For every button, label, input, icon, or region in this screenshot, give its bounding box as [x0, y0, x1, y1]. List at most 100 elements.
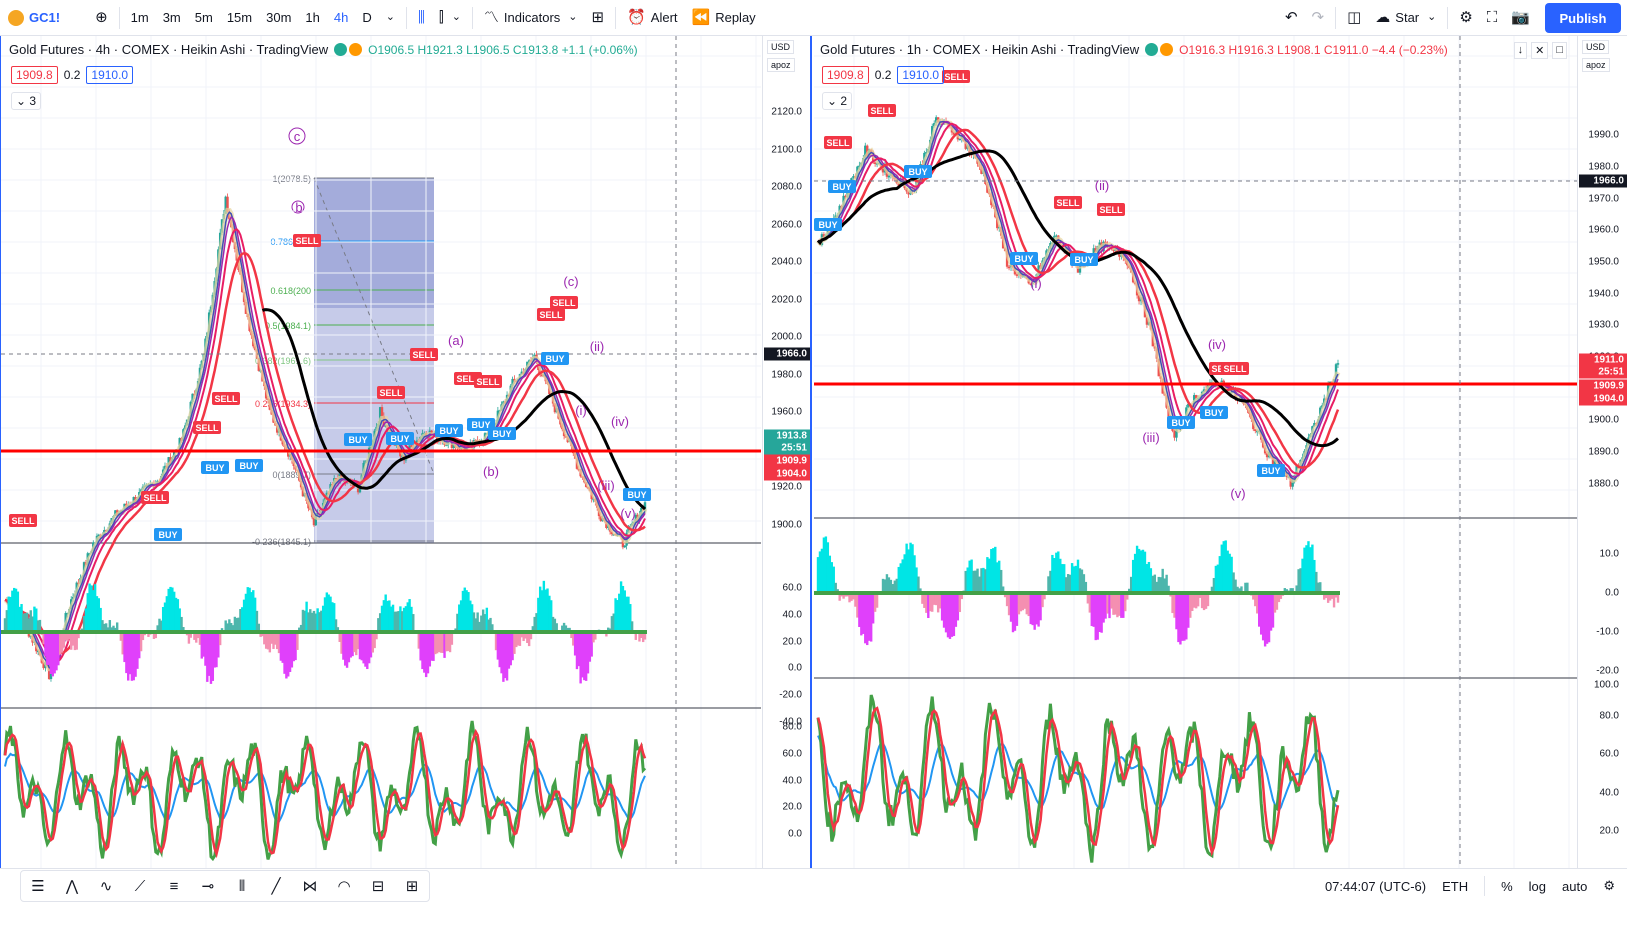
scale-button[interactable]: apoz	[1582, 58, 1610, 72]
left-indicators-toggle[interactable]: ⌄ 3	[11, 92, 42, 110]
bid-box[interactable]: 1909.8	[11, 66, 58, 84]
right-price-axis[interactable]: USD apoz 1990.0 1980.0 1970.0 1960.0 1950.0 1…	[1577, 36, 1627, 875]
left-chart-pane[interactable]: Gold Futures · 4h · COMEX · Heikin Ashi …	[0, 36, 812, 899]
interval-1m[interactable]: 1m	[130, 10, 149, 25]
compare-add-button[interactable]: ⊕	[88, 0, 115, 36]
price-crosshair-tag: 1966.0	[1579, 174, 1627, 188]
elliott-wave-icon[interactable]: ∿	[99, 878, 113, 895]
histogram-bar	[566, 627, 569, 632]
interval-3m[interactable]: 3m	[162, 10, 181, 25]
symbol-search[interactable]: GC1!	[0, 9, 60, 26]
horizontal-ray-icon[interactable]: ⊸	[201, 878, 215, 895]
left-chart-canvas[interactable]: 1(2078.5)0.786(2030.618(2000.5(1984.1)0.…	[1, 36, 761, 875]
histogram-bar	[1324, 593, 1328, 599]
histogram-bar	[472, 612, 476, 632]
price-tick: 1960.0	[1588, 224, 1619, 236]
histogram-bar	[272, 632, 275, 649]
histogram-bar	[213, 632, 216, 668]
close-pane-button[interactable]: ✕	[1531, 42, 1549, 59]
histogram-bar	[331, 602, 334, 632]
histogram-bar	[288, 632, 292, 673]
histogram-bar	[1090, 593, 1093, 627]
log-toggle[interactable]: log	[1528, 878, 1547, 894]
ask-box[interactable]: 1910.0	[897, 66, 945, 84]
signal-badge	[377, 386, 405, 399]
chart-type-button[interactable]: ⫼	[411, 0, 432, 36]
interval-5m[interactable]: 5m	[194, 10, 213, 25]
chart-settings-gear[interactable]: ⚙	[1603, 878, 1615, 894]
ask-box[interactable]: 1910.0	[86, 66, 134, 84]
currency-button[interactable]: USD	[1582, 40, 1610, 54]
sell-signal: SELL	[474, 375, 502, 388]
interval-15m[interactable]: 15m	[226, 10, 253, 25]
maximize-pane-button[interactable]: □	[1552, 42, 1567, 59]
moving-average-line	[4, 252, 646, 654]
histogram-bar	[885, 574, 889, 593]
interval-d[interactable]: D	[362, 10, 372, 25]
histogram-bar	[340, 632, 343, 654]
price-tick: 1890.0	[1588, 446, 1619, 458]
drawing-toolbar: ☰ ⋀ ∿ ⟋ ≡ ⊸ ⫴ ╱ ⋈ ◠ ⊟ ⊞	[20, 870, 430, 902]
layout-select-button[interactable]: ◫	[1340, 0, 1368, 36]
buy-signal: BUY	[435, 424, 463, 437]
candle-body	[986, 184, 989, 193]
histogram-bar	[818, 551, 822, 593]
trend-line-icon[interactable]: ⟋	[134, 877, 146, 895]
fullscreen-button[interactable]: ⛶	[1480, 0, 1505, 36]
parallel-channel-icon[interactable]: ≡	[169, 877, 179, 895]
interval-dropdown[interactable]: ⌄	[379, 0, 402, 36]
bid-box[interactable]: 1909.8	[822, 66, 869, 84]
gear-icon: ⚙	[1603, 878, 1615, 893]
undo-button[interactable]: ↶	[1278, 0, 1305, 36]
histogram-bar	[358, 632, 362, 660]
histogram-bar	[605, 632, 608, 637]
session-toggle[interactable]: ETH	[1442, 878, 1469, 894]
histogram-bar	[561, 625, 564, 632]
histogram-bar	[294, 632, 297, 661]
auto-toggle[interactable]: auto	[1562, 878, 1588, 894]
histogram-bar	[274, 632, 277, 645]
clock-timezone[interactable]: 07:44:07 (UTC-6)	[1324, 878, 1427, 894]
candle-body	[191, 393, 194, 402]
histogram-bar	[1011, 593, 1015, 633]
arc-icon[interactable]: ◠	[337, 878, 351, 895]
rewind-icon: ⏪	[691, 9, 711, 26]
histogram-bar	[588, 632, 592, 662]
redo-button[interactable]: ↷	[1305, 0, 1332, 36]
histogram-bar	[1317, 582, 1320, 593]
histogram-bar	[347, 632, 351, 663]
alert-button[interactable]: ⏰ Alert	[620, 0, 684, 36]
interval-1h[interactable]: 1h	[305, 10, 320, 25]
indicators-button[interactable]: 〽 Indicators ⌄	[477, 0, 585, 36]
right-chart-pane[interactable]: Gold Futures · 1h · COMEX · Heikin Ashi …	[814, 36, 1627, 899]
right-indicators-toggle[interactable]: ⌄ 2	[822, 92, 853, 110]
menu-lines-icon[interactable]: ☰	[31, 878, 45, 895]
scale-button[interactable]: apoz	[767, 58, 795, 72]
histogram-bar	[583, 632, 586, 681]
projection-icon[interactable]: ⊞	[405, 878, 419, 895]
fib-retracement-icon[interactable]: ⫴	[238, 877, 246, 895]
interval-30m[interactable]: 30m	[266, 10, 292, 25]
long-position-icon[interactable]: ⊟	[371, 878, 385, 895]
scroll-down-button[interactable]: ↓	[1513, 42, 1528, 59]
right-chart-canvas[interactable]: SELLSELLSELLSELLSELLSELLSELLBUYBUYBUYBUY…	[814, 36, 1577, 875]
candle-body	[1187, 403, 1190, 408]
ray-icon[interactable]: ╱	[271, 878, 281, 895]
publish-button[interactable]: Publish	[1545, 3, 1621, 33]
save-layout-button[interactable]: ☁ Star ⌄	[1368, 0, 1443, 36]
templates-button[interactable]: ⊞	[585, 0, 612, 36]
replay-button[interactable]: ⏪ Replay	[685, 0, 763, 36]
chart-type-heikin-button[interactable]: ⫿ ⌄	[432, 0, 468, 36]
histogram-bar	[623, 590, 626, 632]
zigzag-icon[interactable]: ⋀	[65, 878, 79, 895]
percent-toggle[interactable]: %	[1501, 878, 1513, 894]
histogram-bar	[893, 580, 897, 593]
bottom-toolbar: ☰ ⋀ ∿ ⟋ ≡ ⊸ ⫴ ╱ ⋈ ◠ ⊟ ⊞ 07:44:07 (UTC-6)…	[0, 868, 1627, 903]
interval-4h[interactable]: 4h	[333, 10, 349, 25]
pattern-icon[interactable]: ⋈	[302, 878, 318, 895]
histogram-bar	[1063, 564, 1066, 593]
settings-button[interactable]: ⚙	[1452, 0, 1479, 36]
currency-button[interactable]: USD	[767, 40, 795, 54]
snapshot-button[interactable]: 📷	[1504, 0, 1537, 36]
left-price-axis[interactable]: USD apoz 2120.0 2100.0 2080.0 2060.0 2040.0 2…	[762, 36, 810, 875]
